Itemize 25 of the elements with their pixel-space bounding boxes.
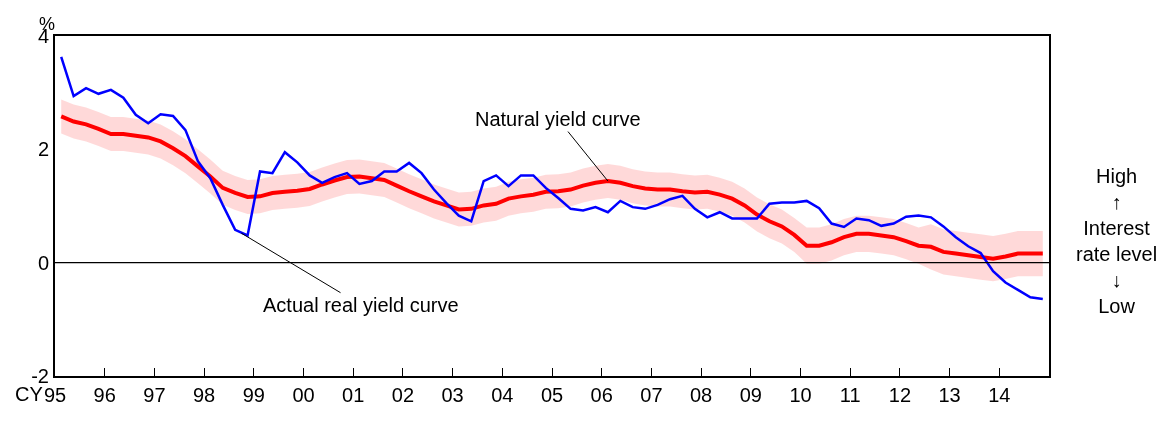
text: High ↑ Interest rate level ↓ Low — [1076, 165, 1158, 317]
x-tick-label: 00 — [292, 384, 315, 406]
y-tick-label: 0 — [37, 251, 49, 274]
annotation: Natural yield curve — [475, 108, 641, 130]
x-tick-label: 04 — [491, 384, 514, 406]
y-tick-label: 2 — [37, 138, 49, 161]
x-tick-label: 10 — [789, 384, 812, 406]
x-tick-label: 98 — [192, 384, 216, 406]
x-tick-label: 14 — [988, 384, 1011, 406]
x-tick-label: 13 — [938, 384, 961, 406]
x-tick-label: 97 — [143, 384, 166, 406]
x-tick-label: 96 — [93, 384, 116, 406]
x-tick-label: 11 — [839, 384, 861, 406]
x-tick-label: 99 — [242, 384, 265, 406]
x-tick-label: 07 — [640, 384, 663, 406]
x-tick-label: 95 — [43, 384, 67, 406]
x-tick-label: 12 — [888, 384, 912, 406]
annotation: Actual real yield curve — [263, 294, 459, 316]
x-tick-label: 09 — [739, 384, 762, 406]
x-tick-label: 02 — [391, 384, 415, 406]
x-tick-label: 01 — [342, 384, 365, 406]
x-tick-label: 05 — [540, 384, 564, 406]
x-tick-label: 06 — [590, 384, 613, 406]
x-tick-label: 08 — [689, 384, 713, 406]
x-tick-label: 03 — [441, 384, 464, 406]
